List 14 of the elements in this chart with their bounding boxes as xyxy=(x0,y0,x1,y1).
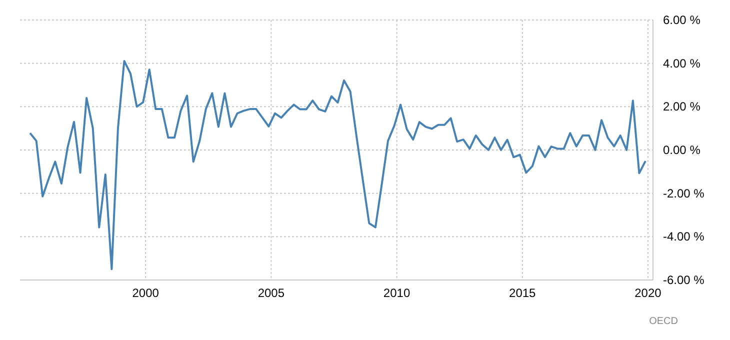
y-tick-label: -6.00 % xyxy=(663,273,705,287)
x-tick-label: 2010 xyxy=(383,286,410,300)
line-series xyxy=(29,60,646,270)
y-tick-label: 0.00 % xyxy=(663,143,701,157)
y-tick-label: -2.00 % xyxy=(663,186,705,200)
x-tick-label: 2020 xyxy=(634,286,662,300)
y-tick-label: -4.00 % xyxy=(663,230,705,244)
y-tick-label: 4.00 % xyxy=(663,56,701,70)
y-tick-label: 6.00 % xyxy=(663,13,701,27)
x-tick-label: 2000 xyxy=(132,286,160,300)
text: OECD xyxy=(649,316,678,327)
x-tick-label: 2005 xyxy=(258,286,285,300)
y-tick-label: 2.00 % xyxy=(663,100,701,114)
x-tick-label: 2015 xyxy=(509,286,536,300)
